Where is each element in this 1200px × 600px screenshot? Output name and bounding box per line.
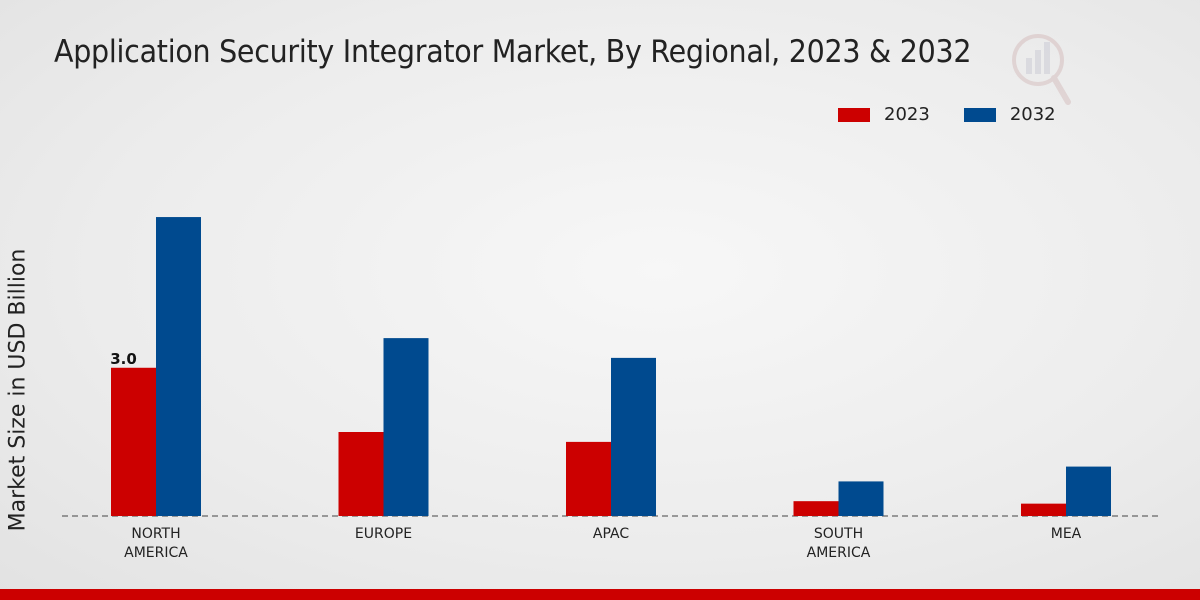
bar-2032-3: [838, 481, 884, 516]
legend-swatch-2023: [838, 107, 870, 122]
bar-2032-1: [383, 338, 429, 516]
x-tick-label-1: EUROPE: [355, 526, 412, 542]
bar-2032-4: [1066, 466, 1111, 516]
x-tick-label-3: SOUTH AMERICA: [807, 526, 871, 561]
bar-2023-0: [111, 367, 156, 516]
x-tick-label-2: APAC: [593, 526, 629, 542]
legend-item-2032: 2032: [963, 104, 1056, 125]
legend-label-2032: 2032: [1009, 104, 1056, 125]
legend-label-2023: 2023: [884, 104, 930, 125]
x-tick-label-4: MEA: [1051, 526, 1082, 542]
x-tick-label-0: NORTH AMERICA: [124, 526, 188, 561]
watermark-logo-icon: [1012, 34, 1071, 105]
bar-2023-2: [566, 441, 611, 516]
footer-accent-bar: [0, 589, 1200, 600]
chart-title: Application Security Integrator Market, …: [54, 34, 972, 70]
bar-2023-3: [793, 501, 839, 516]
legend-swatch-2032: [963, 107, 996, 122]
data-label-0: 3.0: [110, 350, 137, 368]
bar-2023-1: [338, 432, 384, 516]
bar-2032-0: [156, 217, 201, 516]
legend: 2023 2032: [838, 104, 1056, 125]
bar-2032-2: [611, 357, 656, 516]
legend-item-2023: 2023: [838, 104, 930, 125]
bar-2023-4: [1021, 503, 1066, 516]
